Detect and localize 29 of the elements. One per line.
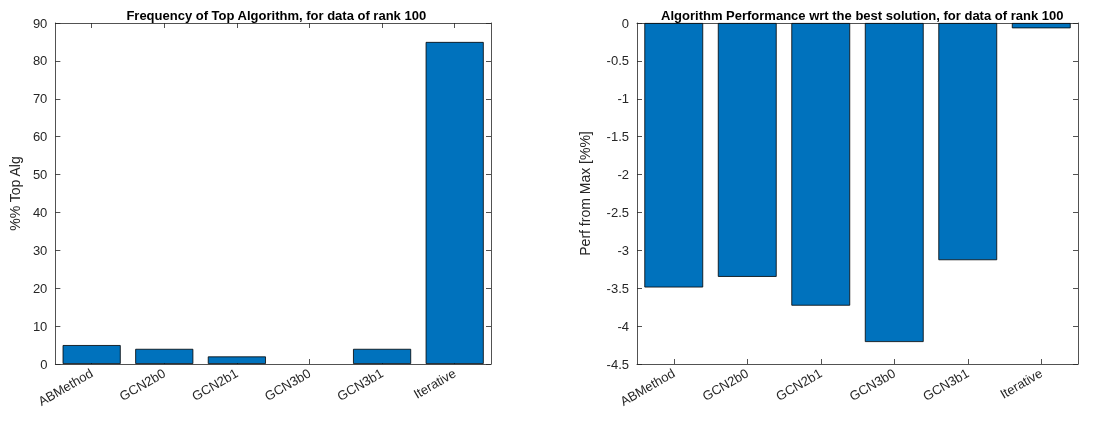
y-tick-label: -3.5 [606,280,629,296]
y-axis-title: Perf from Max [%%] [576,131,593,256]
y-tick-label: 80 [32,53,48,69]
bar [62,345,121,364]
y-tick-label: -4.5 [606,356,629,372]
y-tick-label: -1 [616,91,629,107]
y-tick-label: 60 [32,129,48,145]
y-tick-label: -0.5 [606,53,629,69]
y-tick-label: -3 [616,242,629,258]
y-tick-label: -4 [616,318,629,334]
bar [135,348,194,364]
chart-title: Frequency of Top Algorithm, for data of rank 100 [126,8,427,23]
y-tick-label: 20 [32,280,48,296]
y-tick-label: -1.5 [606,129,629,145]
y-tick-label: 90 [32,15,48,31]
bar [207,356,266,364]
y-tick-label: 70 [32,91,48,107]
y-tick-label: 10 [32,318,48,334]
y-axis-title: %% Top Alg [7,156,23,231]
chart-title: Algorithm Performance wrt the best solution, for data of rank 100 [660,8,1063,23]
y-tick-label: 0 [621,15,629,31]
y-tick-label: 40 [32,204,48,220]
y-tick-label: 0 [40,356,48,372]
y-tick-label: 50 [32,167,48,183]
bar [353,348,412,364]
bar [425,41,484,364]
y-tick-label: 30 [32,242,48,258]
y-tick-label: -2 [616,167,629,183]
y-tick-label: -2.5 [606,204,629,220]
